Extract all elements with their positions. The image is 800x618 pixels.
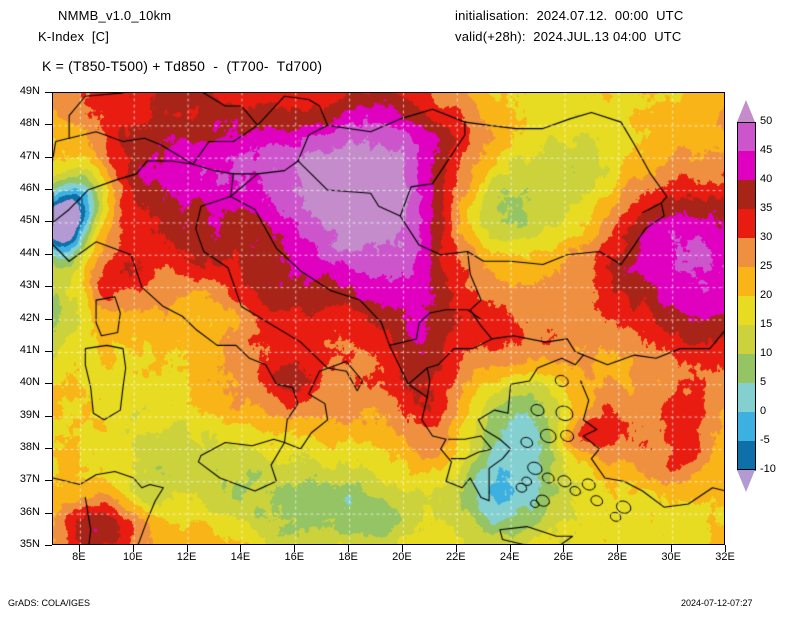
y-axis-label: 46N: [19, 182, 40, 195]
y-axis-tick: [45, 383, 52, 385]
valid-time-label: valid(+28h): 2024.JUL.13 04:00 UTC: [455, 29, 682, 44]
initialisation-label: initialisation: 2024.07.12. 00:00 UTC: [455, 8, 684, 23]
y-axis-label: 36N: [19, 505, 40, 518]
y-axis-label: 45N: [19, 214, 40, 227]
colorbar-tick-label: 25: [760, 260, 773, 272]
x-axis-tick: [563, 545, 565, 552]
colorbar-segment: [737, 383, 756, 413]
colorbar-under-arrow: [737, 470, 755, 492]
colorbar-segment: [737, 354, 756, 384]
x-axis-label: 32E: [715, 551, 735, 563]
y-axis-label: 37N: [19, 473, 40, 486]
y-axis-label: 35N: [19, 538, 40, 550]
x-axis-tick: [725, 545, 726, 552]
colorbar-tick-label: 30: [760, 231, 773, 243]
y-axis-label: 44N: [19, 246, 40, 259]
colorbar-tick-label: 35: [760, 202, 773, 214]
y-axis-label: 43N: [19, 279, 40, 292]
generated-timestamp: 2024-07-12-07:27: [681, 598, 753, 608]
source-credit-label: GrADS: COLA/IGES: [8, 598, 91, 608]
y-axis-tick: [45, 512, 52, 514]
x-axis-tick: [240, 545, 242, 552]
x-axis-label: 10E: [122, 551, 143, 563]
y-axis-tick: [45, 447, 52, 449]
y-axis-label: 47N: [19, 149, 40, 162]
colorbar-tick-label: 0: [760, 405, 767, 417]
y-axis-label: 41N: [19, 343, 40, 356]
colorbar-tick-label: 10: [760, 347, 773, 359]
colorbar-segment: [737, 122, 756, 152]
x-axis-label: 24E: [499, 551, 520, 563]
x-axis-tick: [348, 545, 350, 552]
x-axis-tick: [671, 545, 673, 552]
colorbar-segment: [737, 267, 756, 297]
colorbar-tick-label: 50: [760, 115, 773, 127]
x-axis-label: 12E: [176, 551, 197, 563]
colorbar-tick-label: 40: [760, 173, 773, 185]
colorbar-segment: [737, 151, 756, 181]
colorbar-tick-label: -5: [760, 434, 770, 446]
x-axis-tick: [78, 545, 80, 552]
x-axis-label: 16E: [284, 551, 305, 563]
colorbar-tick-label: -10: [760, 463, 776, 475]
y-axis-tick: [45, 253, 52, 255]
x-axis-label: 28E: [607, 551, 628, 563]
y-axis-tick: [45, 350, 52, 352]
colorbar-segment: [737, 238, 756, 268]
colorbar-tick-label: 15: [760, 318, 773, 330]
x-axis-label: 8E: [72, 551, 86, 563]
colorbar-segment: [737, 180, 756, 210]
colorbar-segment: [737, 412, 756, 442]
map-plot-area: [52, 92, 725, 545]
x-axis-label: 26E: [553, 551, 574, 563]
y-axis-label: 42N: [19, 311, 40, 324]
y-axis-label: 38N: [19, 440, 40, 453]
x-axis-label: 22E: [446, 551, 466, 563]
x-axis-tick: [509, 545, 511, 552]
y-axis-label: 49N: [19, 85, 40, 97]
x-axis-label: 14E: [230, 551, 251, 563]
colorbar-over-arrow: [737, 100, 755, 122]
x-axis-label: 20E: [392, 551, 412, 563]
x-axis-tick: [186, 545, 188, 552]
y-axis-tick: [45, 156, 52, 158]
y-axis-tick: [45, 415, 52, 417]
colorbar-tick-label: 20: [760, 289, 773, 301]
y-axis-label: 48N: [19, 117, 40, 130]
x-axis-tick: [294, 545, 296, 552]
y-axis-tick: [45, 318, 52, 320]
colorbar-tick-label: 45: [760, 144, 773, 156]
y-axis-label: 39N: [19, 408, 40, 421]
colorbar[interactable]: [737, 122, 756, 471]
x-axis-tick: [132, 545, 134, 552]
y-axis-tick: [45, 189, 52, 191]
colorbar-segment: [737, 441, 756, 471]
y-axis-tick: [45, 545, 52, 546]
k-index-contour-field: [53, 93, 724, 544]
y-axis-tick: [45, 124, 52, 126]
model-name-label: NMMB_v1.0_10km: [58, 8, 172, 23]
y-axis-tick: [45, 480, 52, 482]
colorbar-segment: [737, 209, 756, 239]
x-axis-tick: [401, 545, 403, 552]
y-axis-label: 40N: [19, 376, 40, 389]
y-axis-tick: [45, 286, 52, 288]
colorbar-tick-label: 5: [760, 376, 767, 388]
x-axis-tick: [617, 545, 619, 552]
x-axis-label: 18E: [338, 551, 358, 563]
colorbar-segment: [737, 325, 756, 355]
colorbar-segment: [737, 296, 756, 326]
x-axis-label: 30E: [661, 551, 681, 563]
y-axis-tick: [45, 92, 52, 93]
variable-name-label: K-Index [C]: [38, 29, 110, 44]
x-axis-tick: [455, 545, 457, 552]
y-axis-tick: [45, 221, 52, 223]
formula-label: K = (T850-T500) + Td850 - (T700- Td700): [42, 58, 323, 74]
